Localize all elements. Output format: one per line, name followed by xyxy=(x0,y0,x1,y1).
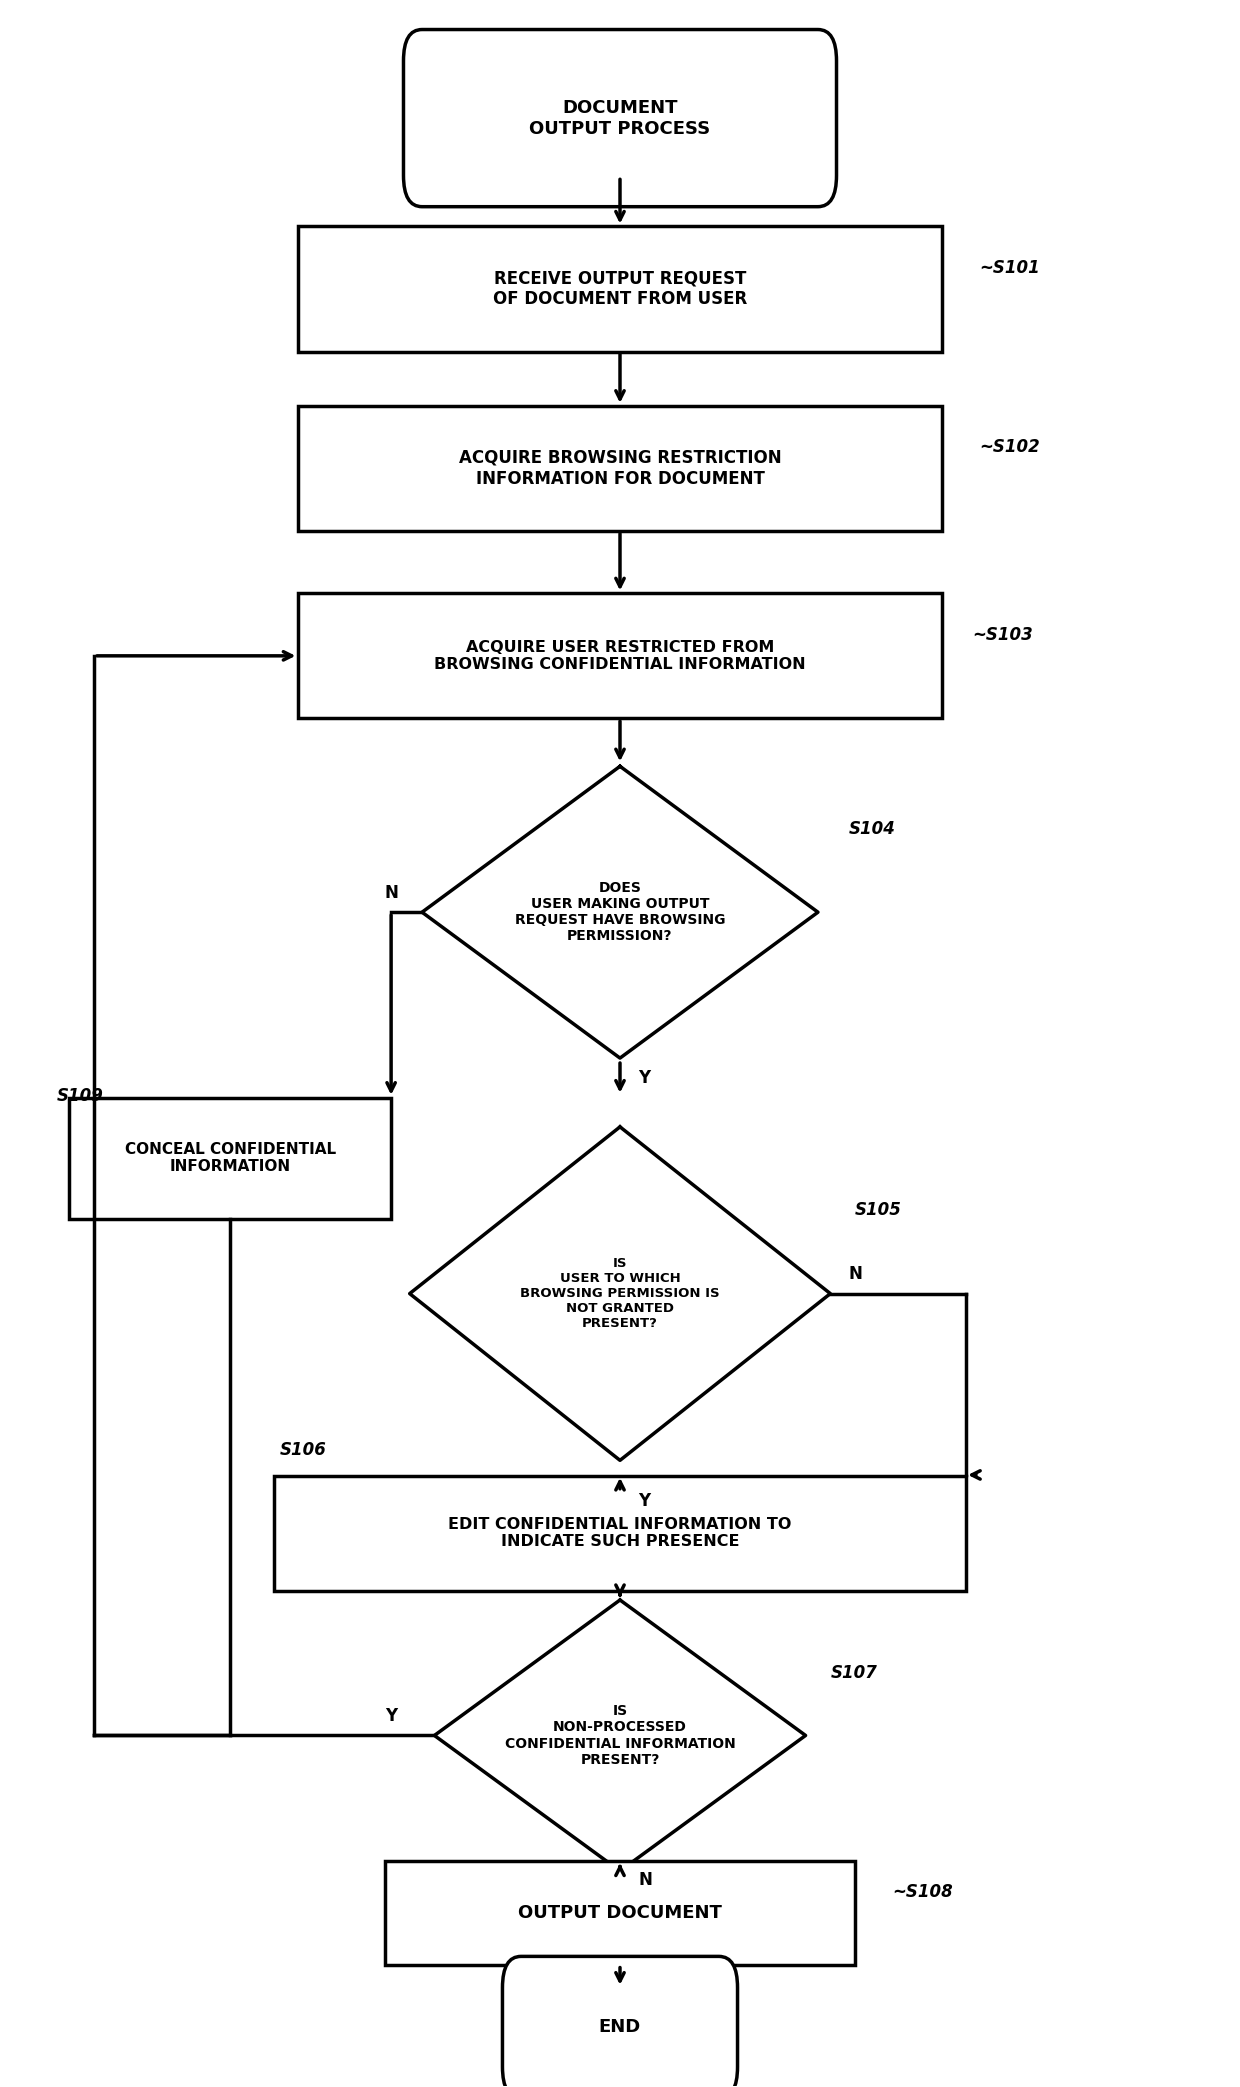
Text: EDIT CONFIDENTIAL INFORMATION TO
INDICATE SUCH PRESENCE: EDIT CONFIDENTIAL INFORMATION TO INDICAT… xyxy=(449,1517,791,1549)
FancyBboxPatch shape xyxy=(299,227,941,351)
Text: IS
USER TO WHICH
BROWSING PERMISSION IS
NOT GRANTED
PRESENT?: IS USER TO WHICH BROWSING PERMISSION IS … xyxy=(521,1256,719,1329)
Text: S106: S106 xyxy=(280,1440,326,1459)
Polygon shape xyxy=(422,766,818,1058)
Text: ~S101: ~S101 xyxy=(978,259,1039,278)
Text: OUTPUT DOCUMENT: OUTPUT DOCUMENT xyxy=(518,1903,722,1922)
Text: ~S103: ~S103 xyxy=(972,626,1033,645)
Text: N: N xyxy=(639,1870,652,1889)
Text: DOES
USER MAKING OUTPUT
REQUEST HAVE BROWSING
PERMISSION?: DOES USER MAKING OUTPUT REQUEST HAVE BRO… xyxy=(515,881,725,943)
Text: ~S102: ~S102 xyxy=(978,438,1039,457)
Text: Y: Y xyxy=(386,1707,397,1726)
Text: END: END xyxy=(599,2018,641,2037)
Text: S107: S107 xyxy=(831,1663,877,1682)
FancyBboxPatch shape xyxy=(274,1476,966,1590)
FancyBboxPatch shape xyxy=(502,1956,738,2087)
Text: ACQUIRE USER RESTRICTED FROM
BROWSING CONFIDENTIAL INFORMATION: ACQUIRE USER RESTRICTED FROM BROWSING CO… xyxy=(434,639,806,672)
Polygon shape xyxy=(434,1601,806,1870)
Text: N: N xyxy=(384,883,398,902)
FancyBboxPatch shape xyxy=(384,1860,856,1964)
Text: ACQUIRE BROWSING RESTRICTION
INFORMATION FOR DOCUMENT: ACQUIRE BROWSING RESTRICTION INFORMATION… xyxy=(459,449,781,488)
Text: FIG. 4: FIG. 4 xyxy=(569,40,671,69)
FancyBboxPatch shape xyxy=(69,1098,391,1219)
FancyBboxPatch shape xyxy=(299,593,941,718)
Text: Y: Y xyxy=(639,1069,651,1087)
Text: CONCEAL CONFIDENTIAL
INFORMATION: CONCEAL CONFIDENTIAL INFORMATION xyxy=(125,1142,336,1175)
Text: IS
NON-PROCESSED
CONFIDENTIAL INFORMATION
PRESENT?: IS NON-PROCESSED CONFIDENTIAL INFORMATIO… xyxy=(505,1705,735,1768)
FancyBboxPatch shape xyxy=(299,405,941,530)
Text: ~S108: ~S108 xyxy=(893,1882,952,1901)
Text: S104: S104 xyxy=(849,820,895,837)
Text: S109: S109 xyxy=(57,1087,104,1104)
Text: N: N xyxy=(849,1265,863,1284)
FancyBboxPatch shape xyxy=(403,29,837,207)
Text: S105: S105 xyxy=(856,1202,901,1219)
Text: RECEIVE OUTPUT REQUEST
OF DOCUMENT FROM USER: RECEIVE OUTPUT REQUEST OF DOCUMENT FROM … xyxy=(492,269,748,309)
Polygon shape xyxy=(409,1127,831,1461)
Text: DOCUMENT
OUTPUT PROCESS: DOCUMENT OUTPUT PROCESS xyxy=(529,98,711,138)
Text: Y: Y xyxy=(639,1492,651,1509)
